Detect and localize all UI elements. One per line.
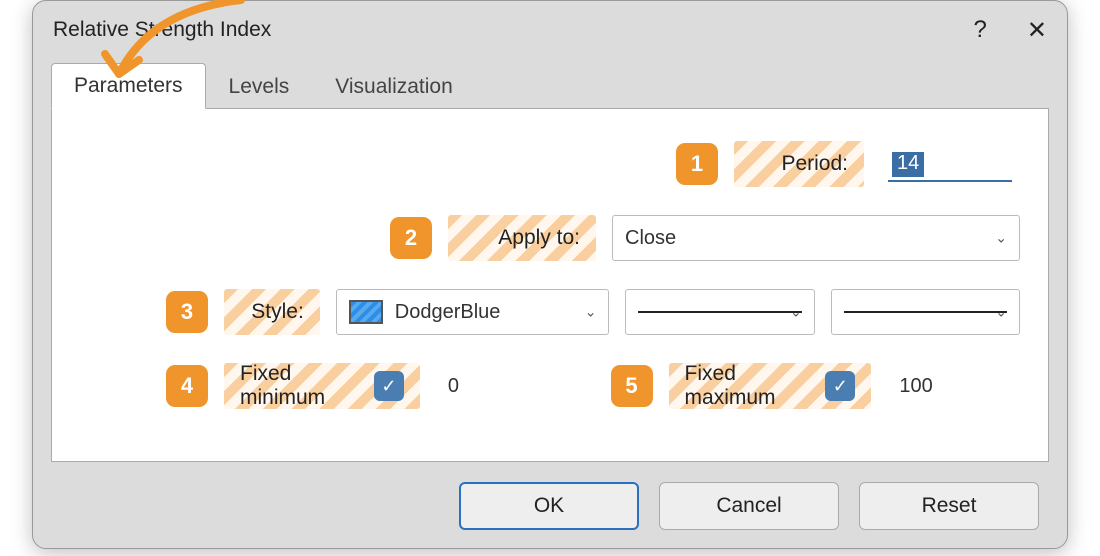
- titlebar: Relative Strength Index ? ✕: [33, 1, 1067, 59]
- tab-panel: 1 Period: 14 2 Apply to: Close ⌄ 3 Style…: [51, 108, 1049, 462]
- ok-button[interactable]: OK: [459, 482, 639, 530]
- close-icon[interactable]: ✕: [1027, 16, 1047, 45]
- chevron-down-icon: ⌄: [790, 304, 802, 321]
- period-label: Period:: [734, 141, 864, 187]
- apply-to-label: Apply to:: [448, 215, 596, 261]
- apply-to-value: Close: [625, 227, 676, 250]
- line-style-preview: [638, 311, 801, 313]
- dialog-window: Relative Strength Index ? ✕ Parameters L…: [32, 0, 1068, 549]
- annotation-badge-5: 5: [611, 365, 653, 407]
- annotation-badge-4: 4: [166, 365, 208, 407]
- chevron-down-icon: ⌄: [585, 304, 597, 321]
- dialog-title: Relative Strength Index: [53, 18, 974, 42]
- chevron-down-icon: ⌄: [995, 304, 1007, 321]
- period-underline: [888, 180, 1012, 182]
- dialog-buttons: OK Cancel Reset: [459, 482, 1039, 530]
- fixed-max-checkbox[interactable]: ✓: [825, 371, 855, 401]
- fixed-min-label: Fixed minimum: [240, 362, 364, 410]
- annotation-badge-1: 1: [676, 143, 718, 185]
- line-width-preview: [844, 311, 1007, 313]
- tabstrip: Parameters Levels Visualization: [33, 59, 1067, 109]
- fixed-min-checkbox[interactable]: ✓: [374, 371, 404, 401]
- style-linewidth-select[interactable]: ⌄: [831, 289, 1020, 335]
- period-input[interactable]: 14: [892, 152, 924, 177]
- tab-visualization[interactable]: Visualization: [312, 64, 476, 109]
- style-linestyle-select[interactable]: ⌄: [625, 289, 814, 335]
- chevron-down-icon: ⌄: [995, 230, 1007, 247]
- style-color-select[interactable]: DodgerBlue ⌄: [336, 289, 610, 335]
- style-label: Style:: [224, 289, 320, 335]
- annotation-badge-3: 3: [166, 291, 208, 333]
- style-color-name: DodgerBlue: [395, 301, 501, 324]
- fixed-max-label: Fixed maximum: [685, 362, 816, 410]
- apply-to-select[interactable]: Close ⌄: [612, 215, 1020, 261]
- cancel-button[interactable]: Cancel: [659, 482, 839, 530]
- reset-button[interactable]: Reset: [859, 482, 1039, 530]
- annotation-badge-2: 2: [390, 217, 432, 259]
- fixed-min-input[interactable]: 0: [448, 375, 459, 398]
- fixed-max-input[interactable]: 100: [899, 375, 932, 398]
- color-swatch: [349, 300, 383, 324]
- tab-levels[interactable]: Levels: [206, 64, 313, 109]
- tab-parameters[interactable]: Parameters: [51, 63, 206, 109]
- help-icon[interactable]: ?: [974, 16, 987, 45]
